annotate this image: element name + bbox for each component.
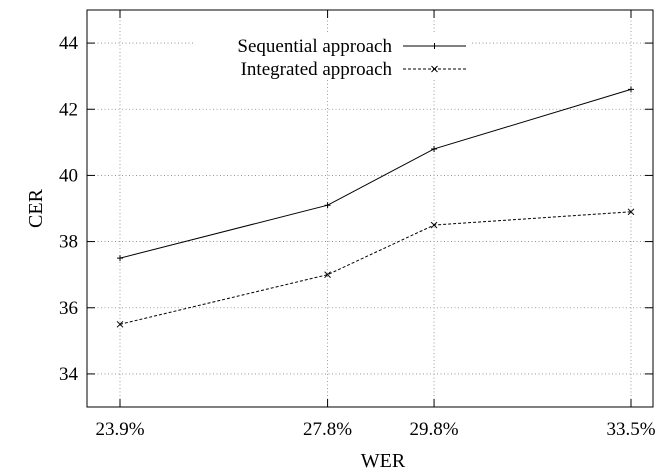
series-1 xyxy=(117,86,634,262)
legend-swatch-marker xyxy=(431,65,438,73)
y-tick-label: 40 xyxy=(59,165,78,186)
data-point xyxy=(324,271,331,279)
series-2 xyxy=(116,208,635,328)
ticks-layer: 34 36 38 40 42 44 23.9% 27.8% 29.8% 33.5% xyxy=(59,10,656,440)
series-line xyxy=(119,211,632,325)
legend-background xyxy=(195,32,470,80)
data-point xyxy=(324,202,331,209)
y-tick-label: 44 xyxy=(59,33,79,54)
series-line xyxy=(119,88,632,259)
x-tick-label: 23.9% xyxy=(95,419,144,440)
legend-label: Sequential approach xyxy=(237,36,392,57)
data-point xyxy=(116,320,124,328)
series-layer xyxy=(116,86,635,328)
x-axis-label: WER xyxy=(361,450,406,472)
y-tick-label: 42 xyxy=(59,99,78,120)
x-tick-label: 33.5% xyxy=(606,419,655,440)
y-axis-label: CER xyxy=(25,188,47,228)
plot-frame xyxy=(86,9,654,408)
y-tick-label: 34 xyxy=(59,364,79,385)
data-point xyxy=(628,86,634,93)
x-tick-label: 27.8% xyxy=(303,419,352,440)
y-tick-label: 38 xyxy=(59,232,78,253)
data-point xyxy=(117,255,123,262)
data-point xyxy=(431,145,438,152)
x-tick-label: 29.8% xyxy=(410,419,459,440)
legend-swatch-marker xyxy=(431,43,438,49)
data-point xyxy=(430,221,438,229)
y-tick-label: 36 xyxy=(59,298,78,319)
legend-label: Integrated approach xyxy=(241,59,393,80)
data-point xyxy=(627,208,635,216)
